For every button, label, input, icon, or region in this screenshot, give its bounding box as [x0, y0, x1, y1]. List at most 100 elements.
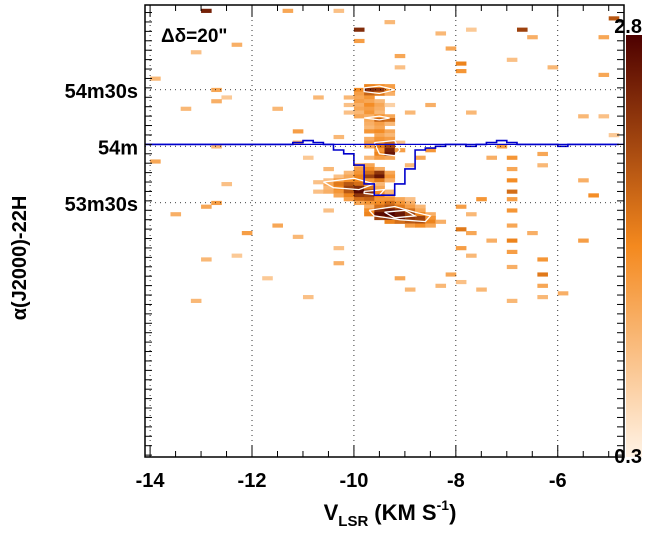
heatmap-cell [506, 155, 518, 160]
heatmap-cell [527, 231, 538, 236]
heatmap-cell [435, 31, 447, 36]
heatmap-cell [323, 178, 334, 183]
heatmap-cell [282, 8, 294, 13]
heatmap-cell [374, 204, 385, 209]
heatmap-cell [364, 140, 375, 145]
heatmap-cell [170, 212, 182, 217]
heatmap-cell [466, 212, 477, 217]
heatmap-cell [343, 174, 355, 179]
heatmap-cell [384, 174, 396, 179]
heatmap-cell [353, 193, 365, 198]
heatmap-cell [506, 264, 518, 270]
heatmap-cell [608, 133, 620, 138]
heatmap-cell [466, 253, 477, 258]
heatmap-cell [374, 185, 385, 190]
heatmap-cell [384, 133, 396, 138]
heatmap-cell [466, 110, 477, 115]
heatmap-cell [506, 208, 518, 213]
heatmap-cell [364, 163, 375, 168]
y-tick-label: 54m30s [65, 81, 138, 103]
heatmap-cell [404, 110, 416, 115]
heatmap-cell [557, 291, 569, 296]
heatmap-cell [537, 283, 548, 288]
heatmap-cell [364, 174, 375, 179]
gridlines [145, 5, 624, 457]
heatmap-cell [302, 295, 314, 300]
heatmap-cell [374, 106, 385, 111]
heatmap-cell [516, 27, 528, 32]
heatmap-cell [374, 174, 385, 179]
heatmap-cell [425, 212, 436, 217]
heatmap-cell [364, 121, 375, 126]
heatmap-cell [394, 53, 406, 59]
heatmap-cell [333, 193, 345, 198]
heatmap-cell [537, 163, 548, 168]
heatmap-cell [364, 144, 375, 149]
colorbar-min-label: 0.3 [614, 446, 642, 468]
heatmap-cell [313, 180, 324, 185]
heatmap-cell [374, 125, 385, 130]
contour [364, 115, 390, 121]
heatmap-cell [506, 249, 518, 254]
heatmap-cell [364, 197, 375, 202]
heatmap-cell [384, 197, 396, 202]
heatmap-cell [425, 219, 436, 224]
heatmap-cell [374, 121, 385, 126]
heatmap-cell [374, 170, 385, 175]
heatmap-cell [292, 234, 304, 239]
heatmap-cell [374, 200, 385, 206]
heatmap-cell [384, 84, 396, 89]
y-tick-labels: 54m30s 54m 53m30s [65, 81, 138, 216]
heatmap-cell [364, 200, 375, 206]
heatmap-cell [537, 151, 548, 157]
x-tick-label: -8 [447, 470, 465, 492]
heatmap-cell [343, 102, 355, 108]
heatmap-cell [374, 144, 385, 149]
heatmap-cell [455, 246, 467, 251]
heatmap-cell [578, 114, 589, 119]
x-axis-title-sup: -1 [437, 497, 450, 513]
heatmap-cell [466, 27, 477, 32]
heatmap-cell [231, 42, 243, 47]
heatmap-cell [384, 178, 396, 183]
heatmap-cell [364, 95, 375, 100]
heatmap-cell [364, 102, 375, 108]
heatmap-cell [384, 114, 396, 119]
heatmap-cell [384, 91, 396, 96]
heatmap-cell [353, 185, 365, 190]
heatmap-cell [404, 219, 416, 224]
heatmap-cell [435, 219, 447, 224]
heatmap-cell [394, 65, 406, 70]
heatmap-cell [425, 148, 436, 153]
heatmap-cell [394, 219, 406, 224]
x-axis-title-close: ) [449, 500, 456, 525]
heatmap-cell [445, 272, 457, 277]
heatmap-cell [455, 279, 467, 285]
spectrum-profile [145, 139, 619, 196]
heatmap-cell [374, 215, 385, 221]
heatmap-cell [506, 57, 518, 62]
heatmap-cell [333, 174, 345, 179]
heatmap-cell [404, 223, 416, 228]
heatmap-cell [384, 87, 396, 93]
heatmap-cell [364, 118, 375, 123]
heatmap-cell [455, 69, 467, 74]
heatmap-cell [353, 95, 365, 100]
contour-lines [323, 85, 432, 223]
heatmap-cell [343, 182, 355, 187]
x-tick-label: -6 [549, 470, 567, 492]
heatmap-cell [364, 129, 375, 134]
heatmap-cell [384, 189, 396, 194]
heatmap-cell [313, 95, 324, 100]
heatmap-cell [415, 215, 426, 221]
heatmap-cell [221, 95, 233, 100]
heatmap-cell [374, 133, 385, 138]
heatmap-cell [201, 257, 212, 262]
heatmap-cell [598, 72, 610, 77]
heatmap-cell [404, 197, 416, 202]
heatmap-cell [323, 182, 334, 187]
heatmap-cell [201, 8, 212, 13]
heatmap-cell [384, 200, 396, 206]
heatmap-cell [343, 170, 355, 175]
